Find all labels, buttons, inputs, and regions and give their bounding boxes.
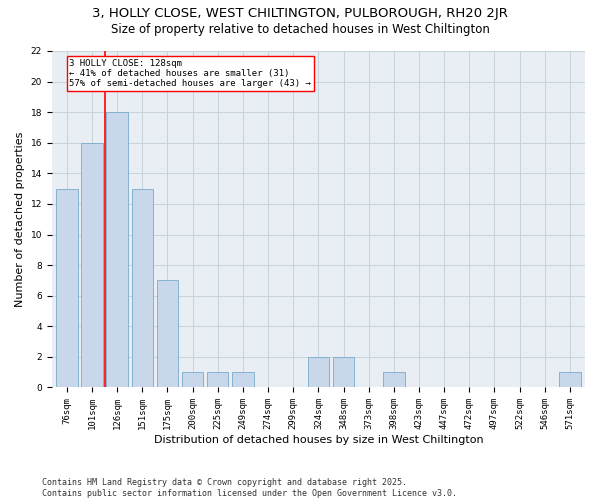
Bar: [308, 357, 329, 388]
Bar: [157, 280, 178, 388]
Text: Size of property relative to detached houses in West Chiltington: Size of property relative to detached ho…: [110, 22, 490, 36]
Bar: [232, 372, 254, 388]
Bar: [182, 372, 203, 388]
Bar: [559, 372, 581, 388]
Bar: [333, 357, 354, 388]
Bar: [131, 188, 153, 388]
Bar: [82, 143, 103, 388]
Text: 3 HOLLY CLOSE: 128sqm
← 41% of detached houses are smaller (31)
57% of semi-deta: 3 HOLLY CLOSE: 128sqm ← 41% of detached …: [70, 58, 311, 88]
Bar: [56, 188, 77, 388]
X-axis label: Distribution of detached houses by size in West Chiltington: Distribution of detached houses by size …: [154, 435, 483, 445]
Bar: [106, 112, 128, 388]
Text: Contains HM Land Registry data © Crown copyright and database right 2025.
Contai: Contains HM Land Registry data © Crown c…: [42, 478, 457, 498]
Y-axis label: Number of detached properties: Number of detached properties: [15, 132, 25, 307]
Bar: [207, 372, 229, 388]
Text: 3, HOLLY CLOSE, WEST CHILTINGTON, PULBOROUGH, RH20 2JR: 3, HOLLY CLOSE, WEST CHILTINGTON, PULBOR…: [92, 8, 508, 20]
Bar: [383, 372, 404, 388]
